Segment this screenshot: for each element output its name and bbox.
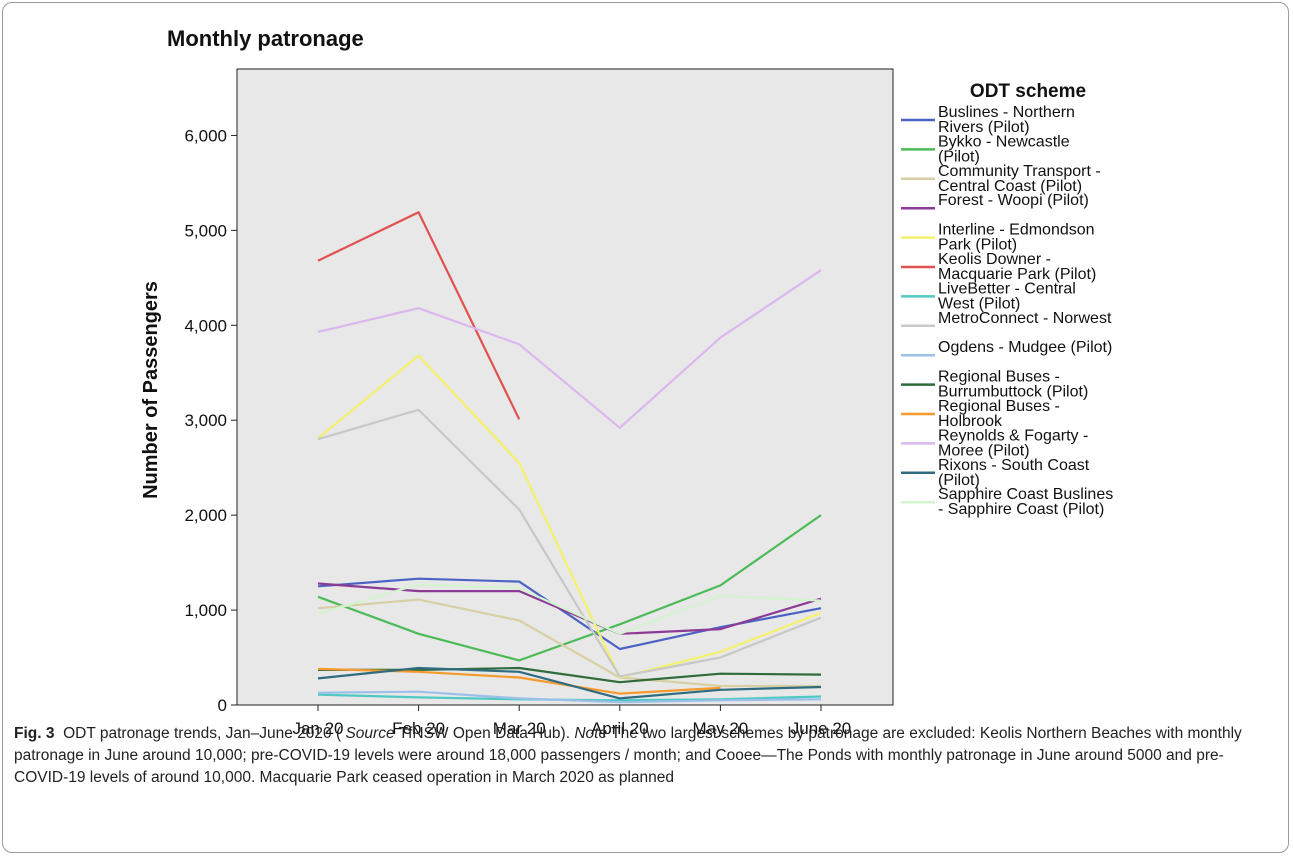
y-axis-label: Number of Passengers xyxy=(140,281,162,499)
caption-fig-label: Fig. 3 xyxy=(14,725,55,742)
x-tick-label: Mar 20 xyxy=(493,719,546,738)
x-tick-label: Jan 20 xyxy=(292,719,343,738)
y-tick-label: 4,000 xyxy=(184,316,227,335)
legend-label: Ogdens - Mudgee (Pilot) xyxy=(938,339,1112,356)
legend-title: ODT scheme xyxy=(970,81,1086,102)
legend-label: Regional Buses -Burrumbuttock (Pilot) xyxy=(938,369,1088,401)
legend-label: Forest - Woopi (Pilot) xyxy=(938,192,1089,209)
y-tick-label: 0 xyxy=(218,696,227,715)
series-line xyxy=(317,583,822,635)
y-tick-label: 6,000 xyxy=(184,126,227,145)
y-tick-label: 3,000 xyxy=(184,411,227,430)
legend-label: MetroConnect - Norwest xyxy=(938,310,1112,327)
legend-label: Regional Buses -Holbrook xyxy=(938,398,1060,430)
y-axis: 0 1,000 2,000 3,000 4,000 5,000 6,000 xyxy=(184,126,237,715)
series-line xyxy=(317,269,822,429)
series-line xyxy=(317,408,822,678)
legend-label: LiveBetter - Central West (Pilot) xyxy=(938,280,1076,312)
legend-label: Interline - Edmondson Park (Pilot) xyxy=(938,222,1095,254)
caption-note-label: Note xyxy=(574,725,608,742)
y-tick-label: 2,000 xyxy=(184,506,227,525)
series-line xyxy=(317,598,821,688)
series-line xyxy=(317,354,822,679)
series-lines xyxy=(317,211,822,704)
x-axis: Jan 20 Feb 20 Mar 20 April 20 May 20 June 20 xyxy=(292,705,851,738)
y-tick-label: 1,000 xyxy=(184,601,227,620)
caption-text-1: ODT patronage trends, Jan–June 2020 ( xyxy=(63,725,342,742)
y-tick-label: 5,000 xyxy=(184,221,227,240)
x-tick-label: June 20 xyxy=(791,719,852,738)
legend-label: Keolis Downer -Macquarie Park (Pilot) xyxy=(938,251,1096,283)
legend-label: Reynolds & Fogarty -Moree (Pilot) xyxy=(938,427,1088,459)
legend-label: Buslines - Northern Rivers (Pilot) xyxy=(938,104,1075,136)
legend-label: Sapphire Coast Buslines - Sapphire Coast … xyxy=(938,486,1113,518)
series-line xyxy=(317,666,822,700)
x-tick-label: May 20 xyxy=(693,719,749,738)
series-line xyxy=(317,690,822,704)
series-line xyxy=(317,514,822,662)
legend-label: Rixons - South Coast (Pilot) xyxy=(938,457,1090,489)
x-tick-label: April 20 xyxy=(591,719,649,738)
legend-label: Bykko - Newcastle (Pilot) xyxy=(938,133,1070,165)
figure-caption: Fig. 3 ODT patronage trends, Jan–June 20… xyxy=(14,723,1276,789)
caption-text-2: TfNSW Open Data Hub). xyxy=(398,725,571,742)
series-line xyxy=(317,211,521,420)
legend-label: Community Transport -Central Coast (Pilo… xyxy=(938,163,1101,195)
chart-title: Monthly patronage xyxy=(167,26,364,51)
caption-source-label: Source xyxy=(345,725,395,742)
caption-text-3: The two largest schemes by patronage are… xyxy=(14,725,1242,786)
x-tick-label: Feb 20 xyxy=(392,719,445,738)
legend: ODT scheme Buslines - Northern Rivers (Pi… xyxy=(901,81,1113,518)
